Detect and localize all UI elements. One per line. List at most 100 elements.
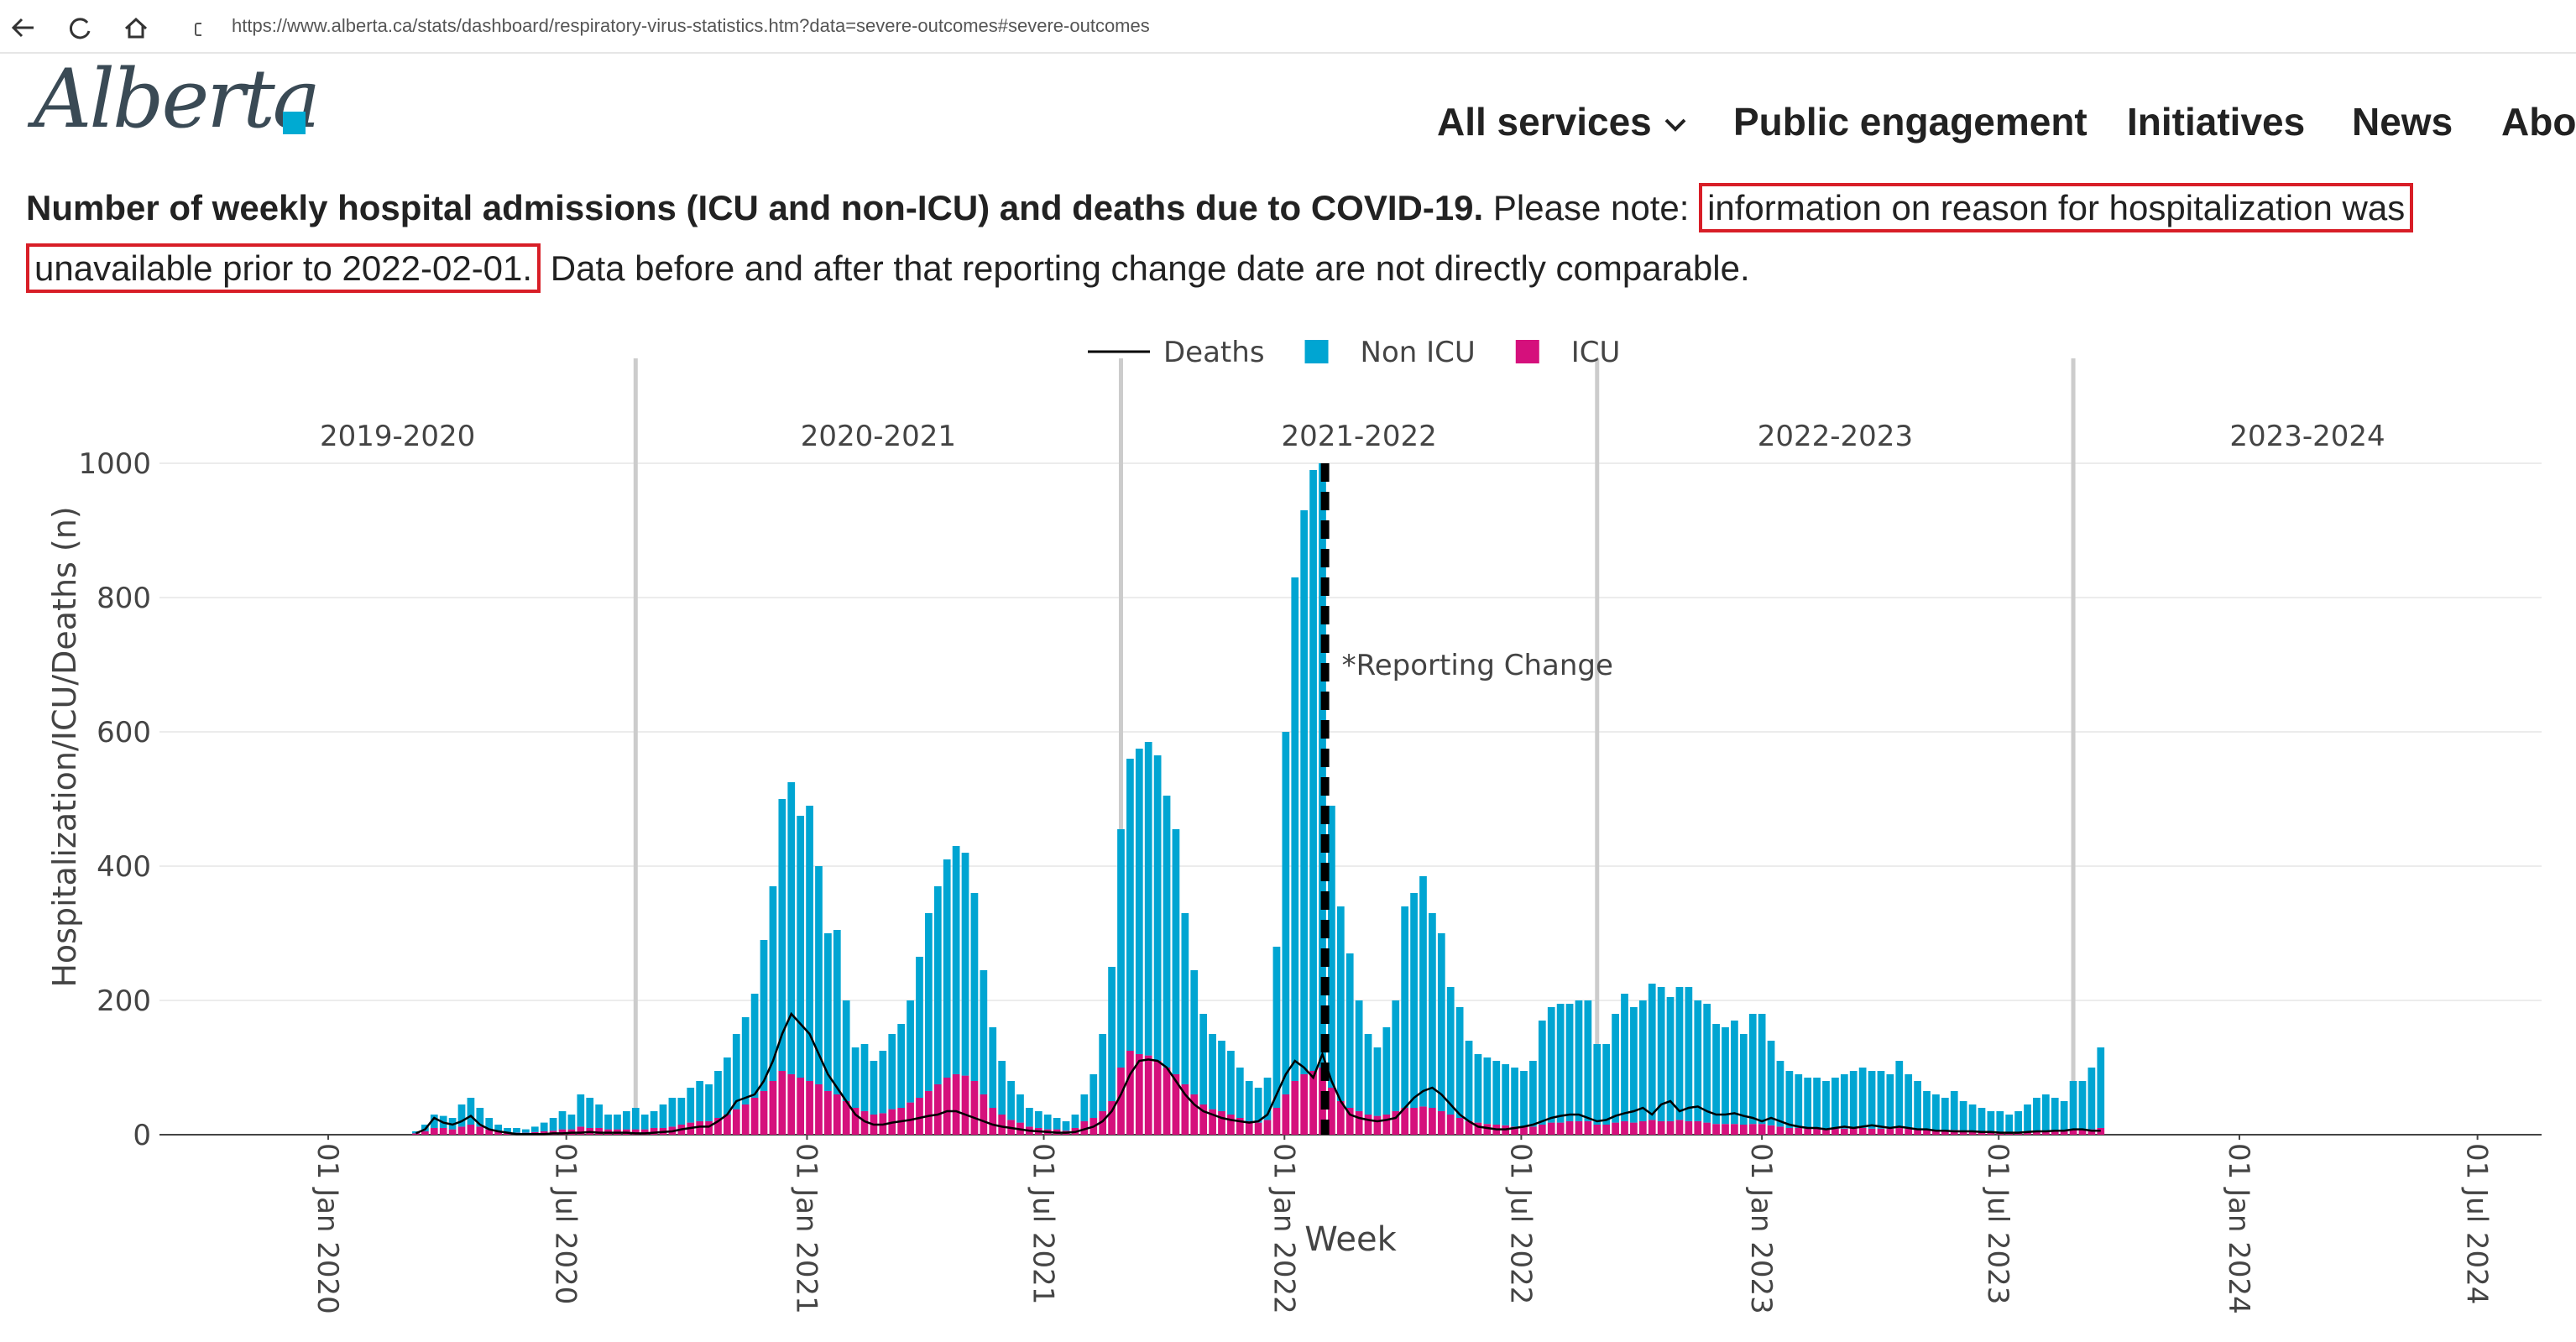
bar: [1520, 1071, 1528, 1127]
bar: [448, 1129, 457, 1135]
bar: [1483, 1057, 1492, 1125]
bar: [1511, 1126, 1518, 1135]
bar: [1282, 732, 1290, 1094]
bar: [2041, 1131, 2050, 1135]
bar: [1382, 1115, 1391, 1135]
bar: [549, 1118, 557, 1131]
intro-bold: Number of weekly hospital admissions (IC…: [26, 188, 1484, 227]
legend-swatch: [1515, 340, 1539, 363]
bar: [824, 933, 832, 1091]
bar: [2069, 1081, 2077, 1130]
bar: [1840, 1128, 1848, 1135]
x-tick-label: 01 Jul 2021: [1027, 1143, 1060, 1304]
logo[interactable]: Alberta: [34, 52, 321, 146]
bar: [2014, 1111, 2022, 1132]
bar: [2051, 1098, 2059, 1131]
intro-note: Please note:: [1492, 188, 1690, 227]
bar: [989, 1027, 997, 1108]
bar: [1199, 1014, 1208, 1104]
bar: [1373, 1115, 1382, 1135]
bar: [1034, 1111, 1042, 1128]
bar: [1776, 1126, 1784, 1135]
bar: [2069, 1129, 2077, 1135]
bar: [640, 1129, 649, 1135]
bar: [1355, 1111, 1363, 1135]
browser-buttons: [11, 17, 201, 39]
season-label: 2020-2021: [801, 420, 956, 453]
bar: [1748, 1014, 1757, 1125]
bar: [623, 1111, 630, 1130]
bar: [714, 1071, 722, 1118]
nav-item[interactable]: Initiatives: [2127, 100, 2306, 144]
bar: [760, 940, 768, 1091]
bar: [513, 1128, 520, 1133]
bar: [1163, 796, 1171, 1068]
bar: [1886, 1128, 1894, 1135]
bar: [1868, 1071, 1876, 1129]
bar: [1520, 1126, 1528, 1135]
bar: [577, 1126, 585, 1135]
bar: [1666, 997, 1675, 1121]
nav-item[interactable]: All services: [1437, 99, 1688, 144]
bar: [2041, 1094, 2050, 1131]
bar: [650, 1128, 658, 1135]
bar: [787, 1074, 796, 1135]
reload-button[interactable]: [69, 18, 91, 39]
bar: [870, 1061, 878, 1115]
nav-label[interactable]: All services: [1437, 100, 1652, 144]
bar: [2087, 1068, 2096, 1130]
bar: [1062, 1121, 1070, 1131]
home-button[interactable]: [124, 17, 148, 39]
legend-label: Non ICU: [1361, 336, 1476, 369]
bar: [1831, 1078, 1839, 1129]
bar: [1694, 1121, 1702, 1135]
bar: [604, 1115, 612, 1130]
bar: [833, 1094, 841, 1135]
bar: [1978, 1108, 1986, 1132]
bar: [714, 1118, 722, 1135]
back-button[interactable]: [11, 18, 34, 38]
bar: [1053, 1118, 1061, 1130]
bar: [439, 1128, 447, 1135]
bar: [980, 1094, 988, 1135]
bar: [1153, 1061, 1162, 1135]
bar: [824, 1091, 832, 1135]
bar: [696, 1081, 704, 1121]
bar: [943, 1078, 951, 1135]
bar: [668, 1098, 677, 1127]
nav-item[interactable]: News: [2352, 100, 2453, 144]
bar: [631, 1108, 640, 1130]
bar: [851, 1108, 860, 1135]
bar: [577, 1094, 585, 1127]
address-bar[interactable]: https://www.alberta.ca/stats/dashboard/r…: [232, 15, 1150, 36]
x-tick-label: 01 Jan 2021: [789, 1143, 823, 1314]
bar: [1565, 1121, 1574, 1135]
bar: [1822, 1129, 1830, 1135]
bar: [631, 1129, 640, 1135]
bar: [2033, 1098, 2040, 1131]
bar: [778, 1071, 786, 1135]
bar: [1675, 1120, 1684, 1135]
bar: [1685, 987, 1693, 1121]
bar: [1236, 1068, 1244, 1118]
bar: [1840, 1074, 1848, 1129]
bar: [769, 1081, 777, 1135]
bar: [558, 1129, 567, 1135]
bar: [842, 1000, 850, 1101]
bar: [806, 1081, 813, 1135]
nav-item[interactable]: Public engagement: [1733, 100, 2087, 144]
bar: [1080, 1121, 1089, 1135]
nav-item[interactable]: About: [2501, 100, 2576, 144]
bar: [1282, 1094, 1290, 1135]
bar: [787, 782, 796, 1074]
bar: [2060, 1131, 2068, 1135]
bar: [705, 1121, 713, 1135]
bar: [1547, 1007, 1555, 1123]
x-tick-label: 01 Jan 2022: [1267, 1143, 1300, 1314]
bar: [1602, 1044, 1611, 1125]
bar: [760, 1091, 768, 1135]
bar: [687, 1088, 695, 1123]
bar: [1556, 1122, 1565, 1135]
bar: [1345, 1108, 1354, 1135]
season-label: 2022-2023: [1758, 420, 1913, 453]
